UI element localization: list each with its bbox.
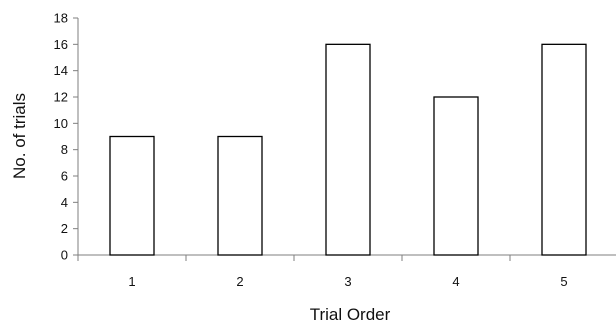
y-tick-label: 14 — [54, 63, 68, 78]
x-tick-label: 3 — [344, 274, 351, 289]
y-tick-label: 18 — [54, 11, 68, 26]
bar-4 — [433, 96, 479, 256]
bar-5 — [541, 43, 587, 256]
x-tick-label: 1 — [128, 274, 135, 289]
y-tick-label: 8 — [61, 142, 68, 157]
y-tick-label: 2 — [61, 221, 68, 236]
x-tick-label: 5 — [560, 274, 567, 289]
x-tick-label: 2 — [236, 274, 243, 289]
x-axis: 1 2 3 4 5 — [77, 254, 616, 289]
y-tick-label: 6 — [61, 169, 68, 184]
bar-3 — [325, 43, 371, 256]
x-axis-title: Trial Order — [310, 305, 391, 324]
bar-2 — [217, 135, 263, 256]
y-tick-label: 10 — [54, 116, 68, 131]
y-tick-label: 12 — [54, 90, 68, 105]
y-tick-label: 4 — [61, 195, 68, 210]
bar-1 — [109, 135, 155, 256]
y-tick-label: 0 — [61, 248, 68, 263]
x-tick-label: 4 — [452, 274, 459, 289]
y-axis: 0 2 4 6 8 10 12 14 16 18 — [54, 11, 79, 263]
y-tick-label: 16 — [54, 37, 68, 52]
bars — [109, 43, 587, 256]
y-axis-title: No. of trials — [10, 93, 29, 179]
